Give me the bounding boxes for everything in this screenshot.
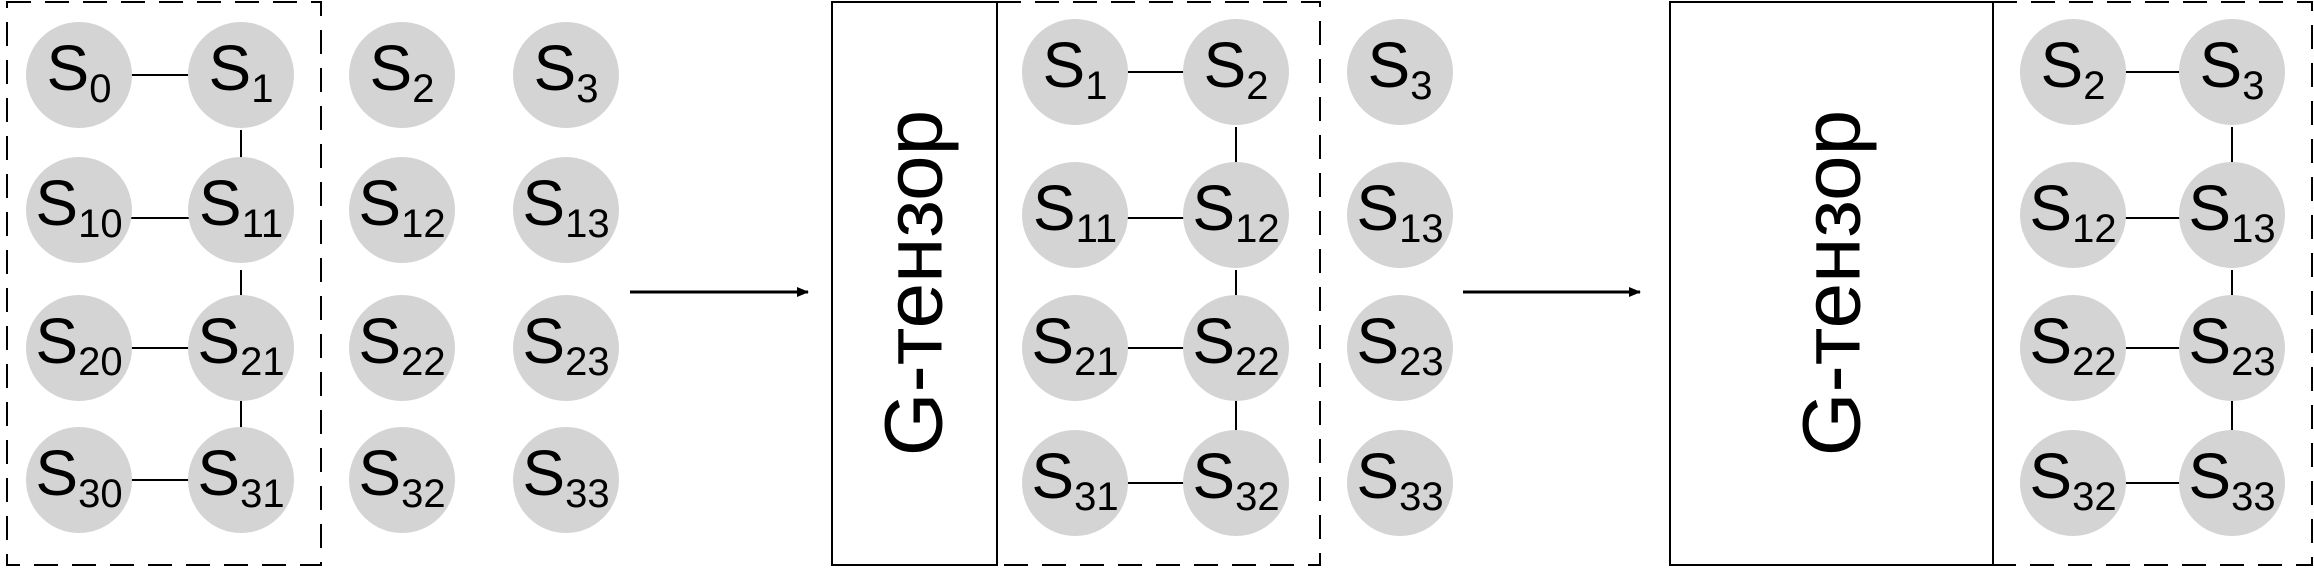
svg-text:S3: S3 xyxy=(1368,29,1433,108)
node-s32: S32 xyxy=(1183,430,1289,536)
svg-text:S1: S1 xyxy=(209,32,274,111)
svg-text:S11: S11 xyxy=(1033,172,1117,251)
svg-text:S20: S20 xyxy=(35,305,122,384)
svg-text:S13: S13 xyxy=(1356,172,1443,251)
svg-text:S32: S32 xyxy=(1192,440,1279,519)
node-s23: S23 xyxy=(2179,295,2285,401)
node-s2: S2 xyxy=(2020,19,2126,125)
node-s12: S12 xyxy=(349,157,455,263)
svg-text:S33: S33 xyxy=(522,437,609,516)
svg-text:S31: S31 xyxy=(1031,440,1118,519)
svg-text:S3: S3 xyxy=(534,32,599,111)
svg-text:S12: S12 xyxy=(1192,172,1279,251)
node-s11: S11 xyxy=(1022,162,1128,268)
connections xyxy=(2118,71,2233,484)
selection-frame xyxy=(6,1,322,566)
svg-text:S32: S32 xyxy=(358,437,445,516)
node-s31: S31 xyxy=(1022,430,1128,536)
node-s22: S22 xyxy=(1183,295,1289,401)
node-s0: S0 xyxy=(26,22,132,128)
connections xyxy=(124,74,242,481)
node-s33: S33 xyxy=(1347,430,1453,536)
node-s23: S23 xyxy=(1347,295,1453,401)
svg-text:S22: S22 xyxy=(1192,305,1279,384)
node-s21: S21 xyxy=(1022,295,1128,401)
selection-frame xyxy=(996,1,1321,566)
svg-text:S30: S30 xyxy=(35,437,122,516)
svg-text:S2: S2 xyxy=(1204,29,1269,108)
node-s20: S20 xyxy=(26,295,132,401)
node-s12: S12 xyxy=(2020,162,2126,268)
svg-text:S22: S22 xyxy=(2029,305,2116,384)
svg-text:S10: S10 xyxy=(35,167,122,246)
node-s1: S1 xyxy=(1022,19,1128,125)
node-s30: S30 xyxy=(26,427,132,533)
svg-text:S2: S2 xyxy=(2041,29,2106,108)
node-s13: S13 xyxy=(1347,162,1453,268)
node-s33: S33 xyxy=(513,427,619,533)
svg-text:S13: S13 xyxy=(522,167,609,246)
svg-text:S31: S31 xyxy=(197,437,284,516)
svg-text:S23: S23 xyxy=(1356,305,1443,384)
node-s23: S23 xyxy=(513,295,619,401)
svg-text:S33: S33 xyxy=(2188,440,2275,519)
connections xyxy=(1120,71,1237,484)
svg-text:S11: S11 xyxy=(199,167,283,246)
svg-text:S32: S32 xyxy=(2029,440,2116,519)
node-s3: S3 xyxy=(2179,19,2285,125)
node-s2: S2 xyxy=(349,22,455,128)
g-tensor-box xyxy=(1669,1,1994,566)
node-s1: S1 xyxy=(188,22,294,128)
svg-text:S13: S13 xyxy=(2188,172,2275,251)
node-s12: S12 xyxy=(1183,162,1289,268)
stage-2-grid: G-тензор S1 S2 S3 S11 xyxy=(831,1,1453,566)
g-tensor-box xyxy=(831,1,998,566)
node-s13: S13 xyxy=(2179,162,2285,268)
g-tensor-label: G-тензор xyxy=(869,110,960,457)
svg-text:S23: S23 xyxy=(522,305,609,384)
svg-text:S12: S12 xyxy=(2029,172,2116,251)
svg-text:S2: S2 xyxy=(370,32,435,111)
svg-text:S21: S21 xyxy=(1031,305,1118,384)
svg-text:S1: S1 xyxy=(1043,29,1108,108)
node-s2: S2 xyxy=(1183,19,1289,125)
node-s11: S11 xyxy=(188,157,294,263)
node-s32: S32 xyxy=(349,427,455,533)
node-s3: S3 xyxy=(513,22,619,128)
node-s3: S3 xyxy=(1347,19,1453,125)
stage-1-grid: S0 S1 S2 S3 S10 S11 S12 S13 xyxy=(6,1,619,566)
node-s13: S13 xyxy=(513,157,619,263)
svg-text:S0: S0 xyxy=(47,32,112,111)
stage-3-grid: G-тензор S2 S3 S12 S13 xyxy=(1669,1,2313,566)
node-s10: S10 xyxy=(26,157,132,263)
node-s32: S32 xyxy=(2020,430,2126,536)
g-tensor-label: G-тензор xyxy=(1787,110,1878,457)
svg-text:S3: S3 xyxy=(2200,29,2265,108)
node-s33: S33 xyxy=(2179,430,2285,536)
node-s21: S21 xyxy=(188,295,294,401)
selection-frame xyxy=(1993,1,2313,566)
svg-text:S23: S23 xyxy=(2188,305,2275,384)
svg-text:S12: S12 xyxy=(358,167,445,246)
node-s22: S22 xyxy=(349,295,455,401)
node-s22: S22 xyxy=(2020,295,2126,401)
svg-text:S21: S21 xyxy=(197,305,284,384)
node-s31: S31 xyxy=(188,427,294,533)
svg-text:S33: S33 xyxy=(1356,440,1443,519)
svg-text:S22: S22 xyxy=(358,305,445,384)
